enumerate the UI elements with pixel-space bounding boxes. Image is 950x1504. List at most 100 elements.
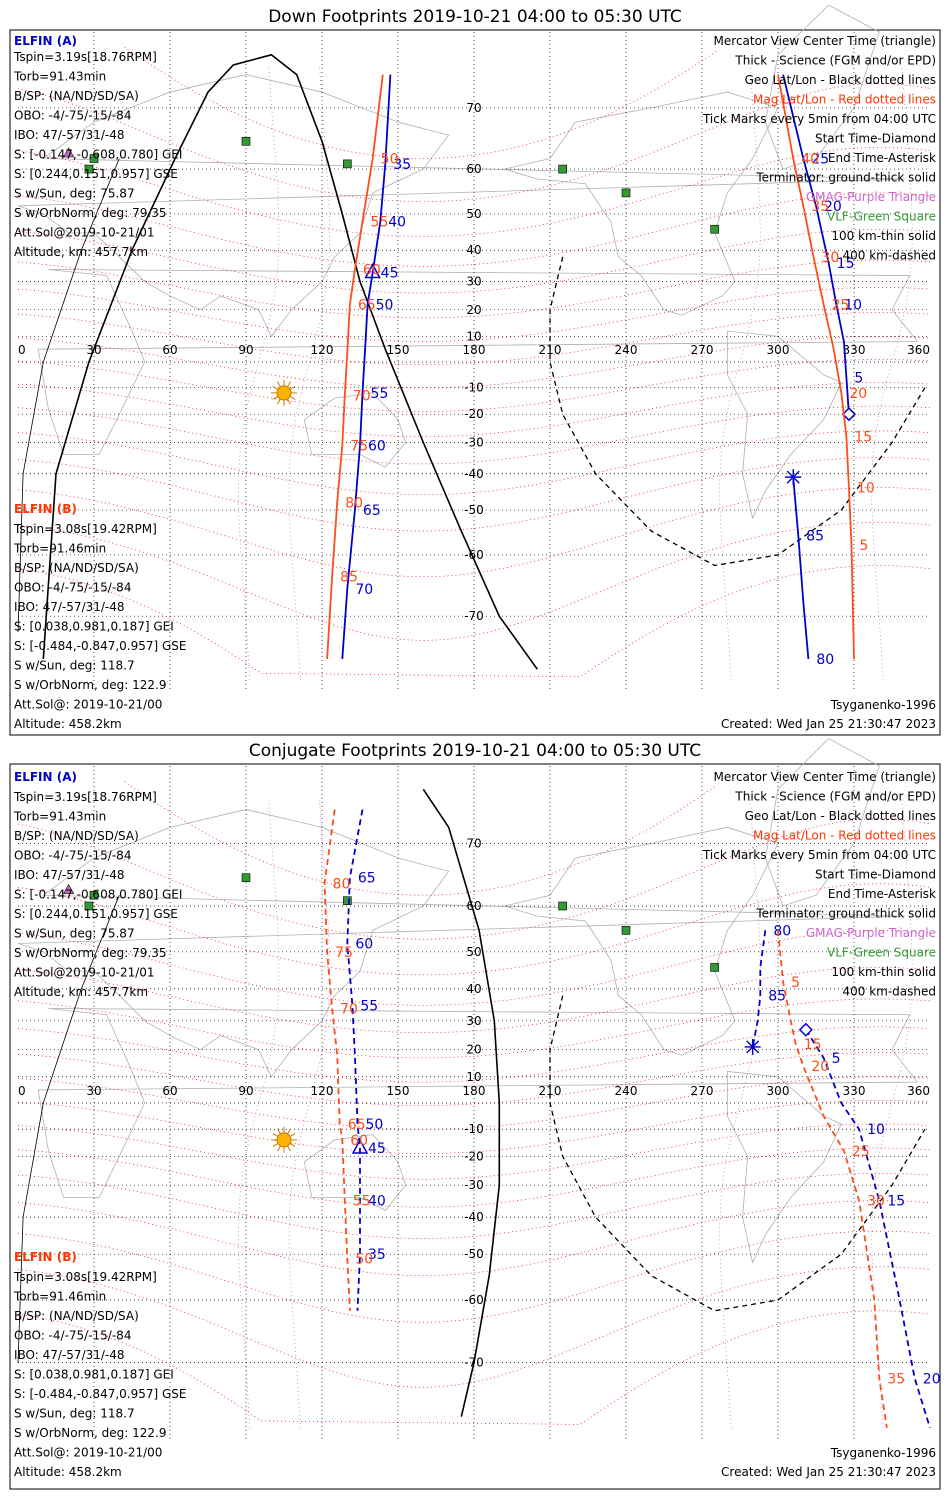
time-tick-label: 85 xyxy=(806,529,824,545)
y-tick-label: 10 xyxy=(466,329,481,343)
end-time-marker xyxy=(744,1038,761,1055)
vlf-site xyxy=(621,188,631,198)
panel-title: Conjugate Footprints 2019-10-21 04:00 to… xyxy=(249,741,701,761)
panel-frame xyxy=(9,29,941,736)
x-tick-label: 270 xyxy=(691,343,714,357)
x-tick-label: 150 xyxy=(387,1084,410,1098)
legend-entry: Tick Marks every 5min from 04:00 UTC xyxy=(702,112,936,126)
time-tick-label: 10 xyxy=(857,481,875,497)
elfin-a-info-line: Att.Sol@2019-10-21/01 xyxy=(14,226,155,240)
y-tick-label: -70 xyxy=(464,1356,484,1370)
y-tick-label: -70 xyxy=(464,609,484,623)
legend-entry: Geo Lat/Lon - Black dotted lines xyxy=(745,73,936,87)
time-tick-label: 40 xyxy=(368,1194,386,1210)
x-tick-label: 180 xyxy=(463,1084,486,1098)
x-tick-label: 180 xyxy=(463,343,486,357)
legend-entry: Geo Lat/Lon - Black dotted lines xyxy=(745,809,936,823)
elfin-b-info-line: S: [0.038,0.981,0.187] GEI xyxy=(14,1368,174,1382)
mag-grid xyxy=(17,781,931,1425)
time-tick-label: 55 xyxy=(360,998,378,1014)
elfin-a-info-line: Att.Sol@2019-10-21/01 xyxy=(14,966,155,980)
vlf-site xyxy=(621,926,631,935)
center-time-marker xyxy=(351,1138,369,1154)
elfin-a-footprint-track: 85 80 xyxy=(785,469,834,668)
terminator-400km xyxy=(549,256,926,567)
y-tick-label: -50 xyxy=(464,503,484,517)
sun-icon xyxy=(271,379,297,406)
legend: Mercator View Center Time (triangle) Thic… xyxy=(702,770,936,999)
time-tick-label: 5 xyxy=(854,370,863,386)
x-tick-label: 120 xyxy=(311,343,334,357)
x-tick-label: 330 xyxy=(843,343,866,357)
elfin-b-info-line: B/SP: (NA/ND/SD/SA) xyxy=(14,1309,139,1323)
elfin-b-footprint-track: 5 15 20 25 30 35 xyxy=(777,930,905,1429)
x-tick-label: 90 xyxy=(238,343,253,357)
time-tick-label: 25 xyxy=(852,1144,870,1160)
time-tick-label: 10 xyxy=(844,297,862,313)
elfin-b-info-line: S w/Sun, deg: 118.7 xyxy=(14,659,135,673)
time-tick-label: 40 xyxy=(388,215,406,231)
y-tick-label: 30 xyxy=(466,1014,481,1028)
start-time-marker xyxy=(798,1022,813,1037)
y-tick-label: -50 xyxy=(464,1247,484,1261)
start-time-marker xyxy=(841,407,856,422)
map-area: 0 30 60 90 120 150 180 210 240 270 300 330 360706050… xyxy=(17,738,941,1440)
time-tick-label: 20 xyxy=(849,386,867,402)
axis-ticks: 0 30 60 90 120 150 180 210 240 270 300 330 360706050… xyxy=(18,836,930,1369)
x-tick-label: 30 xyxy=(86,1084,101,1098)
elfin-a-info: ELFIN (A) Tspin=3.19s[18.76RPM] Torb=91.4… xyxy=(13,770,182,999)
time-tick-label: 85 xyxy=(768,989,786,1005)
panel-frame xyxy=(9,763,941,1490)
time-tick-label: 35 xyxy=(887,1372,905,1388)
time-tick-label: 80 xyxy=(333,877,351,893)
time-tick-label: 50 xyxy=(376,297,394,313)
terminator-100km xyxy=(17,158,120,632)
legend-entry: 100 km-thin solid xyxy=(831,965,936,979)
time-tick-label: 60 xyxy=(355,937,373,953)
footprint-line xyxy=(326,74,384,660)
legend-entry: Mag Lat/Lon - Red dotted lines xyxy=(753,829,936,843)
elfin-b-info-line: S w/OrbNorm, deg: 122.9 xyxy=(14,678,166,692)
vlf-site xyxy=(241,873,251,882)
time-tick-label: 75 xyxy=(350,438,368,454)
footprint-line xyxy=(346,809,364,1311)
x-tick-label: 210 xyxy=(539,343,562,357)
legend-entry: Start Time-Diamond xyxy=(815,868,936,882)
vlf-site xyxy=(241,137,251,146)
elfin-b-info-line: Torb=91.46min xyxy=(13,542,106,556)
down-footprints-panel: Down Footprints 2019-10-21 04:00 to 05:3… xyxy=(9,4,941,736)
legend-entry: Terminator: ground-thick solid xyxy=(755,907,936,921)
time-tick-label: 20 xyxy=(923,1372,941,1388)
legend: Mercator View Center Time (triangle) Thic… xyxy=(702,34,936,263)
elfin-b-info-line: S: [0.038,0.981,0.187] GEI xyxy=(14,620,174,634)
gmag-site xyxy=(63,147,75,158)
time-tick-label: 45 xyxy=(368,1141,386,1157)
x-tick-label: 150 xyxy=(387,343,410,357)
time-tick-label: 30 xyxy=(821,250,839,266)
elfin-b-title: ELFIN (B) xyxy=(14,502,77,516)
time-tick-label: 50 xyxy=(381,152,399,168)
legend-entry: VLF-Green Square xyxy=(827,210,936,224)
time-tick-label: 60 xyxy=(350,1133,368,1149)
time-tick-label: 5 xyxy=(791,975,800,991)
y-tick-label: 20 xyxy=(466,1043,481,1057)
x-tick-label: 0 xyxy=(18,343,26,357)
time-tick-label: 15 xyxy=(804,1037,822,1053)
vlf-site xyxy=(343,159,352,169)
time-tick-label: 25 xyxy=(832,297,850,313)
y-tick-label: -30 xyxy=(464,435,484,449)
time-tick-label: 15 xyxy=(854,430,872,446)
y-tick-label: -10 xyxy=(464,381,484,395)
elfin-b-info-line: OBO: -4/-75/-15/-84 xyxy=(14,1329,131,1343)
mag-meridians xyxy=(238,799,913,1428)
legend-entry: Mag Lat/Lon - Red dotted lines xyxy=(753,93,936,107)
time-tick-label: 45 xyxy=(381,266,399,282)
elfin-a-info-line: IBO: 47/-57/31/-48 xyxy=(14,868,125,882)
elfin-a-footprint-track: 70 65 60 55 50 45 40 35 xyxy=(341,74,411,660)
time-tick-label: 80 xyxy=(773,923,791,939)
y-tick-label: -20 xyxy=(464,1149,484,1163)
x-tick-label: 120 xyxy=(311,1084,334,1098)
time-tick-label: 50 xyxy=(355,1251,373,1267)
elfin-b-info: ELFIN (B) Tspin=3.08s[19.42RPM] Torb=91.4… xyxy=(13,1250,187,1479)
